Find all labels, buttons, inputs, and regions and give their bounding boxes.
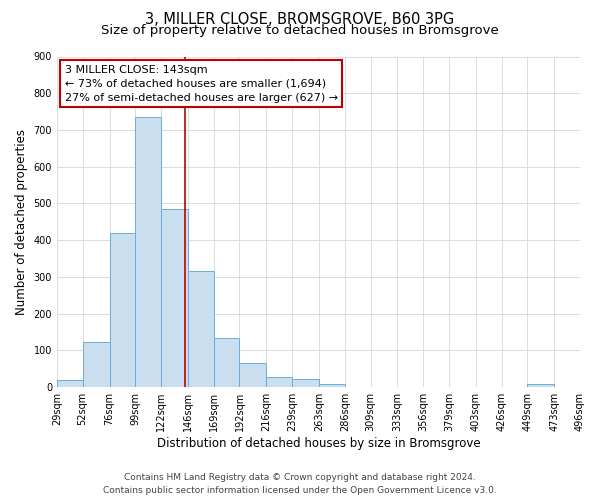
- Y-axis label: Number of detached properties: Number of detached properties: [15, 129, 28, 315]
- Bar: [136, 117, 161, 387]
- Bar: [239, 364, 266, 387]
- Text: Size of property relative to detached houses in Bromsgrove: Size of property relative to detached ho…: [101, 24, 499, 37]
- Text: 3 MILLER CLOSE: 143sqm
← 73% of detached houses are smaller (1,694)
27% of semi-: 3 MILLER CLOSE: 143sqm ← 73% of detached…: [65, 65, 338, 103]
- Bar: [161, 209, 188, 387]
- Bar: [527, 384, 554, 387]
- Bar: [188, 272, 214, 387]
- Bar: [319, 384, 345, 387]
- Text: Contains HM Land Registry data © Crown copyright and database right 2024.
Contai: Contains HM Land Registry data © Crown c…: [103, 473, 497, 495]
- Bar: [57, 380, 83, 387]
- Bar: [292, 379, 319, 387]
- Bar: [83, 342, 110, 387]
- Text: 3, MILLER CLOSE, BROMSGROVE, B60 3PG: 3, MILLER CLOSE, BROMSGROVE, B60 3PG: [145, 12, 455, 28]
- Bar: [110, 233, 136, 387]
- Bar: [266, 377, 292, 387]
- Bar: [214, 338, 239, 387]
- X-axis label: Distribution of detached houses by size in Bromsgrove: Distribution of detached houses by size …: [157, 437, 480, 450]
